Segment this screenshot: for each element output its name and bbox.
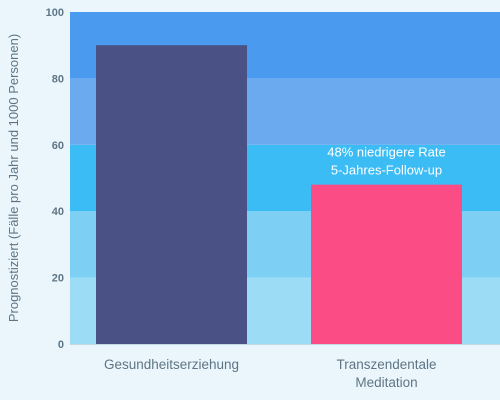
y-tick-label: 80 (52, 73, 64, 85)
y-tick-label: 100 (46, 7, 64, 19)
annotation-line-2: 5-Jahres-Follow-up (331, 163, 442, 178)
bars (96, 45, 462, 344)
y-tick-label: 0 (58, 339, 64, 351)
x-tick-label: Transzendentale (336, 357, 436, 372)
y-tick-label: 60 (52, 140, 64, 152)
annotation: 48% niedrigere Rate 5-Jahres-Follow-up (327, 145, 446, 178)
bar (311, 184, 462, 344)
bar (96, 45, 247, 344)
y-tick-label: 20 (52, 273, 64, 285)
y-axis-ticks: 0 20 40 60 80 100 (46, 7, 64, 351)
x-axis-labels: Gesundheitserziehung Transzendentale Medit… (104, 357, 437, 390)
x-tick-label: Gesundheitserziehung (104, 357, 239, 372)
y-tick-label: 40 (52, 206, 64, 218)
x-tick-label: Meditation (355, 375, 417, 390)
y-axis-title: Prognostiziert (Fälle pro Jahr und 1000 … (6, 34, 21, 322)
annotation-line-1: 48% niedrigere Rate (327, 145, 446, 160)
